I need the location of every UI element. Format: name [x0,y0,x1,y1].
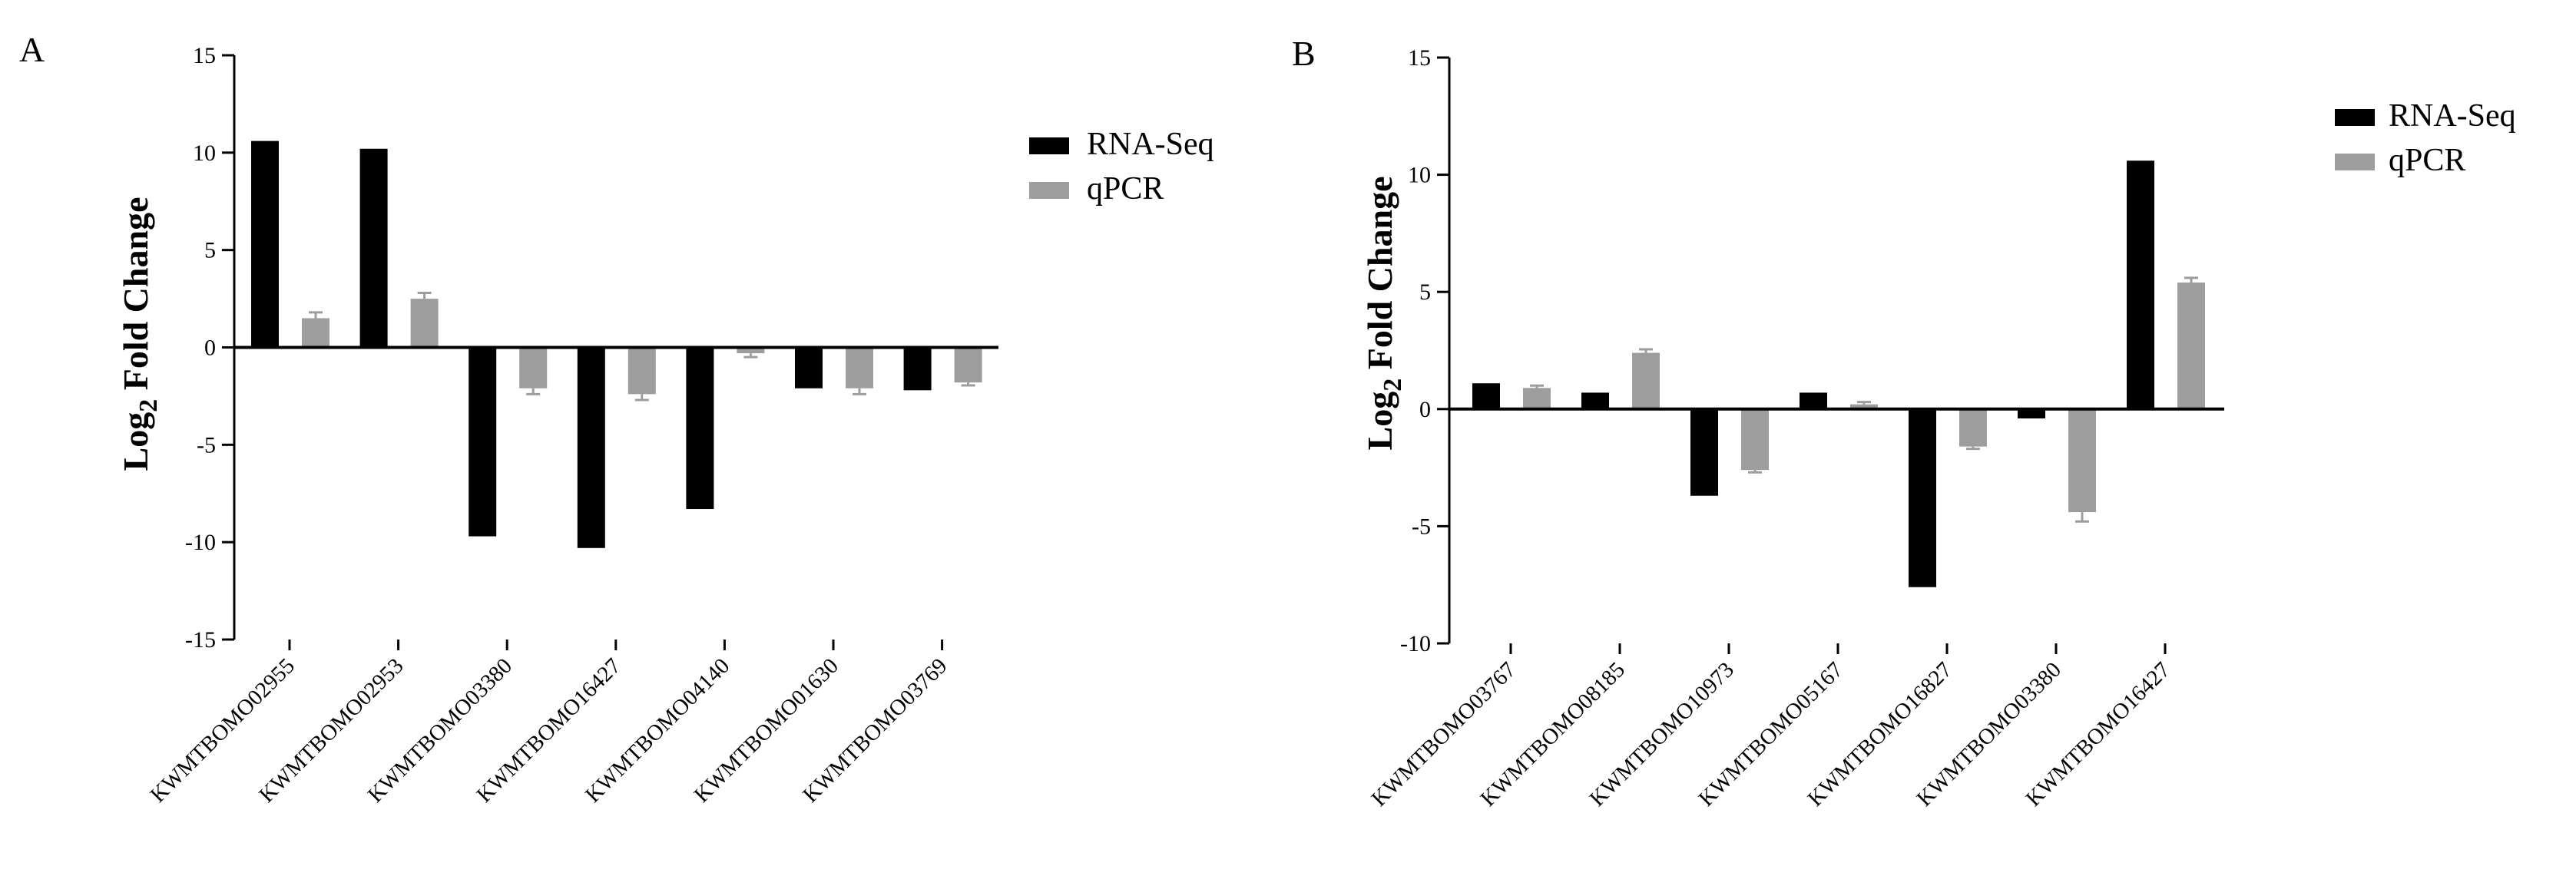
bar-rnaseq-6 [903,347,932,391]
bar-rnaseq-5 [2018,408,2045,419]
bar-rnaseq-1 [1581,392,1609,409]
y-tick-label: -5 [1412,514,1431,539]
bar-rnaseq-2 [469,347,497,537]
panel-label: A [19,30,45,69]
bar-rnaseq-4 [686,347,714,510]
legend-swatch-qpcr [1029,182,1069,199]
bar-qpcr-0 [302,318,329,348]
legend-swatch-qpcr [2335,154,2375,170]
bar-rnaseq-5 [795,347,823,388]
y-tick-label: -10 [1400,631,1431,656]
bar-qpcr-5 [2068,408,2096,513]
bar-qpcr-4 [737,347,765,354]
y-tick-label: -15 [185,627,216,653]
y-tick-label: 10 [193,140,216,166]
bar-qpcr-6 [954,347,982,383]
bar-qpcr-1 [1632,352,1660,409]
bar-qpcr-2 [1741,408,1769,471]
legend-label-rna-seq: RNA-Seq [2389,98,2516,134]
bar-rnaseq-0 [251,140,279,348]
y-axis-label-main: Log [1360,392,1399,451]
y-tick-label: 5 [1419,279,1431,305]
y-axis-label-rest: Fold Change [1360,177,1399,378]
bar-qpcr-3 [627,347,656,395]
bar-qpcr-6 [2177,282,2205,409]
bar-qpcr-0 [1523,388,1551,409]
y-tick-label: 15 [193,43,216,68]
bar-rnaseq-4 [1909,408,1936,587]
y-tick-label: 0 [1419,397,1431,422]
legend-swatch-rna-seq [2335,109,2375,126]
bar-qpcr-4 [1959,408,1987,447]
legend-label-qpcr: qPCR [1087,171,1164,207]
bar-rnaseq-2 [1690,408,1718,496]
y-axis-label: Log2 Fold Change [116,197,163,471]
bar-rnaseq-6 [2127,160,2154,409]
y-tick-label: 15 [1408,45,1431,71]
bar-qpcr-1 [410,299,439,348]
y-axis-label-subscript: 2 [1379,378,1407,392]
y-tick-label: 10 [1408,163,1431,188]
bar-rnaseq-0 [1472,383,1500,409]
y-axis-label: Log2 Fold Change [1360,177,1407,451]
legend-swatch-rna-seq [1029,137,1069,154]
bar-rnaseq-1 [359,148,388,348]
bar-qpcr-3 [1850,404,1878,409]
y-axis-label-rest: Fold Change [116,197,155,399]
bar-rnaseq-3 [1800,392,1827,409]
y-tick-label: 0 [204,336,216,361]
y-axis-label-main: Log [116,412,155,471]
y-tick-label: -10 [185,530,216,555]
bar-qpcr-5 [846,347,873,388]
bar-rnaseq-3 [577,347,605,548]
y-tick-label: -5 [197,432,216,458]
legend-label-qpcr: qPCR [2389,143,2465,178]
bar-qpcr-2 [519,347,548,388]
panel-label: B [1292,34,1316,73]
y-axis-label-subscript: 2 [134,399,163,412]
y-tick-label: 5 [204,238,216,263]
legend-label-rna-seq: RNA-Seq [1087,127,1214,162]
